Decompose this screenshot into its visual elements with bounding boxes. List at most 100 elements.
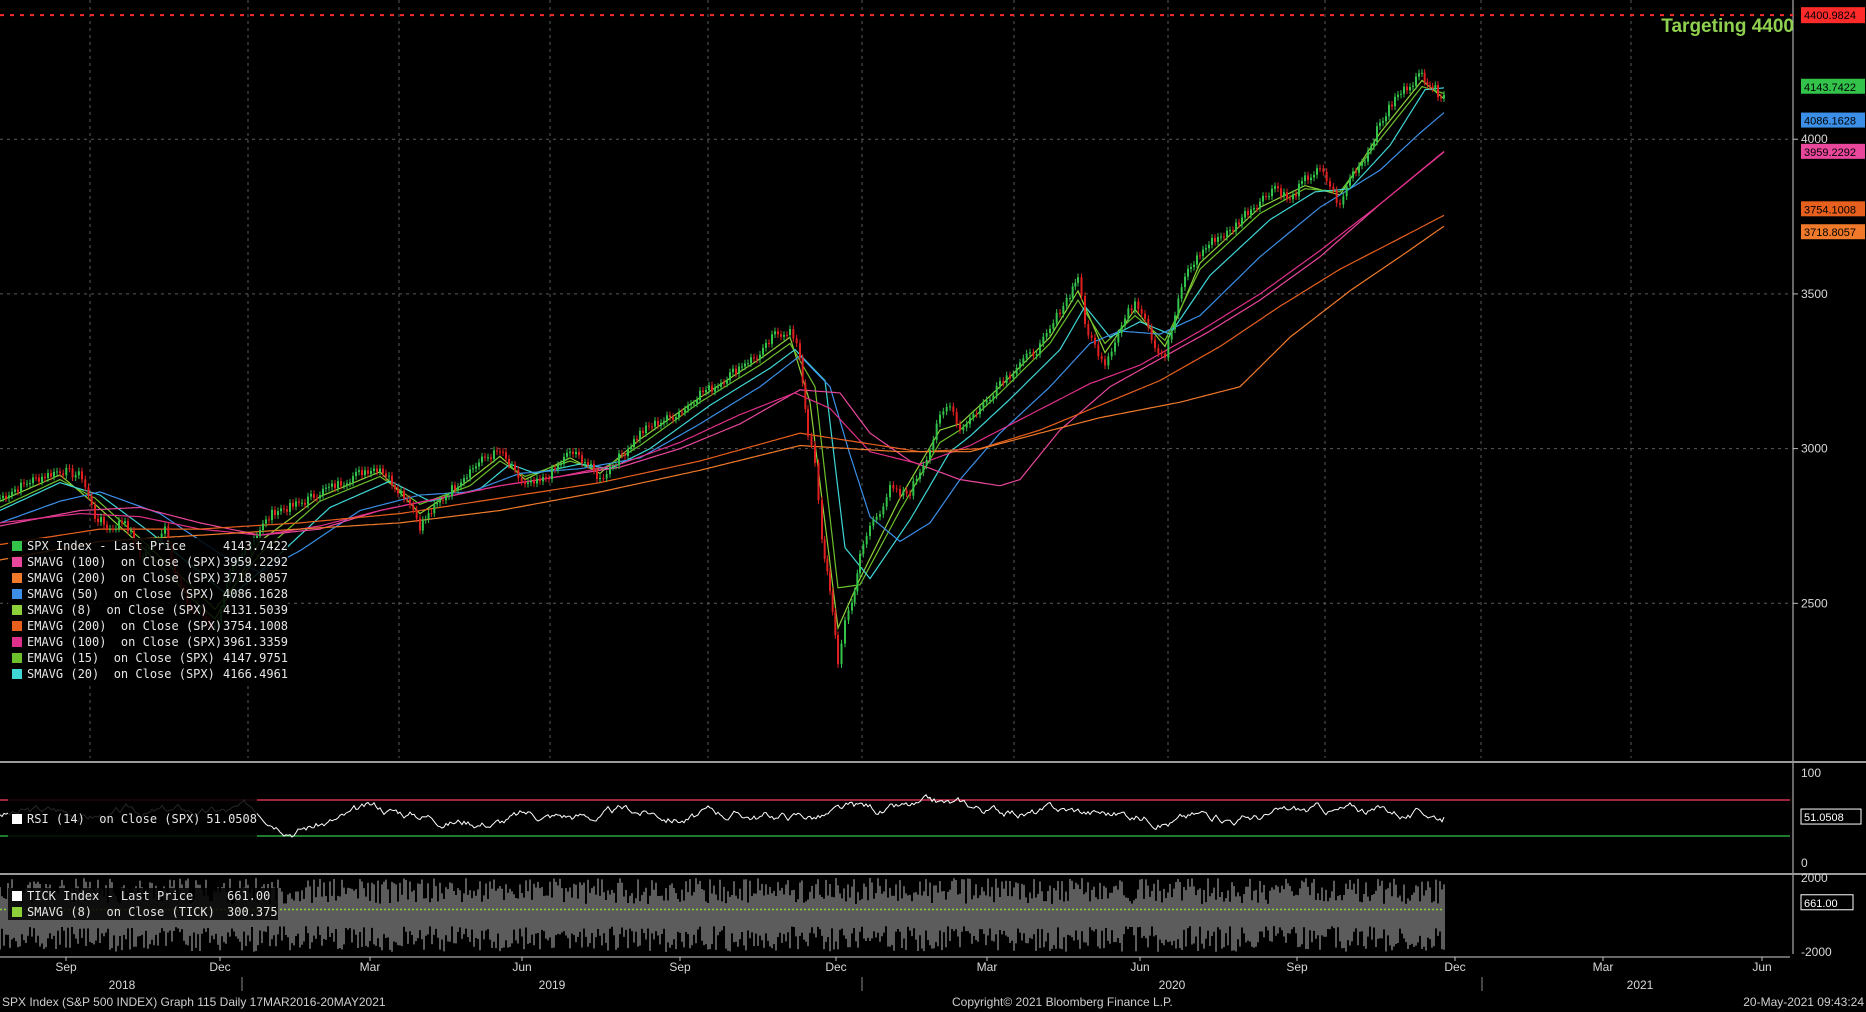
price-candle <box>1429 84 1431 87</box>
price-candle <box>1140 309 1143 314</box>
price-candle <box>979 407 981 415</box>
price-candle <box>1319 168 1321 170</box>
price-candle <box>427 513 430 520</box>
price-candle <box>1049 328 1051 333</box>
price-candle <box>367 470 369 474</box>
price-candle <box>1110 351 1113 357</box>
price-candle <box>316 497 318 499</box>
price-candle <box>1022 358 1025 363</box>
price-candle <box>578 451 580 456</box>
price-candle <box>1208 244 1210 249</box>
price-candle <box>29 483 31 485</box>
price-candle <box>657 420 659 426</box>
price-candle <box>985 400 988 403</box>
price-candle <box>97 518 99 523</box>
price-label-box <box>1801 201 1865 217</box>
legend-value: 3754.1008 <box>223 619 289 633</box>
series-line-smavg-200-on-close-spx- <box>0 225 1445 561</box>
price-candle <box>1379 122 1381 127</box>
price-candle <box>1150 327 1153 340</box>
price-candle <box>726 380 728 384</box>
price-candle <box>605 474 608 479</box>
price-candle <box>520 478 523 482</box>
tick-legend: TICK Index - Last Price 661.00 SMAVG (8) o… <box>8 888 278 920</box>
price-candle <box>566 452 568 457</box>
legend-name: SMAVG (100) on Close (SPX) <box>27 555 223 569</box>
price-candle <box>1358 165 1360 173</box>
price-candle <box>259 530 261 537</box>
price-candle <box>23 482 25 484</box>
price-candle <box>902 490 905 496</box>
price-candle <box>945 406 948 412</box>
price-candle <box>1431 86 1434 89</box>
price-candle <box>271 509 273 521</box>
price-candle <box>1342 196 1345 205</box>
legend-item: EMAVG (100) on Close (SPX) 3961.3359 <box>8 634 288 650</box>
price-candle <box>514 464 516 470</box>
price-candle <box>663 420 665 423</box>
price-candle <box>81 471 83 480</box>
price-candle <box>487 457 489 459</box>
price-candle <box>364 470 366 476</box>
tick-legend-name: SMAVG (8) on Close (TICK) <box>27 905 215 919</box>
price-label-box <box>1801 78 1865 94</box>
price-candle <box>14 489 16 492</box>
price-candle <box>932 439 935 450</box>
price-label-text: 4086.1628 <box>1804 116 1856 128</box>
price-candle <box>466 477 468 479</box>
price-candle <box>1134 301 1136 311</box>
price-candle <box>1196 255 1198 265</box>
price-candle <box>939 414 941 424</box>
price-label-box <box>1801 143 1865 159</box>
footer: SPX Index (S&P 500 INDEX) Graph 115 Dail… <box>0 992 1866 1012</box>
price-candle <box>1229 230 1231 232</box>
rsi-legend-name: RSI (14) on Close (SPX) <box>27 812 201 826</box>
price-candle <box>672 417 674 420</box>
price-candle <box>1434 85 1437 89</box>
price-candle <box>699 390 701 401</box>
price-candle <box>1084 295 1086 324</box>
tick-last-label-text: 661.00 <box>1804 898 1838 910</box>
price-candle <box>596 470 598 480</box>
price-candle <box>1052 323 1055 329</box>
y-tick-label: 2500 <box>1801 596 1828 610</box>
price-candle <box>115 528 117 530</box>
price-candle <box>862 544 865 554</box>
price-candle <box>1367 150 1369 162</box>
price-candle <box>814 444 816 463</box>
price-candle <box>340 481 342 486</box>
price-candle <box>590 463 592 466</box>
price-candle <box>1364 161 1366 163</box>
tick-legend-swatch <box>12 891 22 901</box>
price-candle <box>681 412 683 414</box>
price-candle <box>1361 162 1363 166</box>
x-year-label: 2018 <box>109 978 136 992</box>
price-candle <box>1104 359 1106 366</box>
price-candle <box>1174 315 1176 330</box>
price-candle <box>1349 177 1351 186</box>
price-candle <box>41 476 43 482</box>
rsi-last-label-box <box>1800 808 1862 825</box>
price-candle <box>744 363 746 367</box>
price-candle <box>0 498 1 500</box>
price-candle <box>875 516 878 520</box>
price-candle <box>460 482 462 487</box>
price-candle <box>892 484 895 489</box>
price-candle <box>959 423 961 431</box>
price-candle <box>593 463 595 471</box>
price-candle <box>442 499 444 501</box>
price-candle <box>1147 318 1150 328</box>
price-candle <box>1045 332 1048 337</box>
price-candle <box>1412 85 1414 87</box>
price-candle <box>1029 352 1031 354</box>
price-candle <box>1035 354 1038 356</box>
tick-legend-value: 661.00 <box>227 889 271 903</box>
price-candle <box>569 451 571 453</box>
price-candle <box>804 382 807 410</box>
legend-name: SMAVG (20) on Close (SPX) <box>27 667 215 681</box>
legend-value: 3959.2292 <box>223 555 289 569</box>
price-candle <box>1440 97 1442 99</box>
price-candle <box>1277 186 1279 189</box>
price-candle <box>627 449 629 457</box>
price-candle <box>1265 195 1267 197</box>
